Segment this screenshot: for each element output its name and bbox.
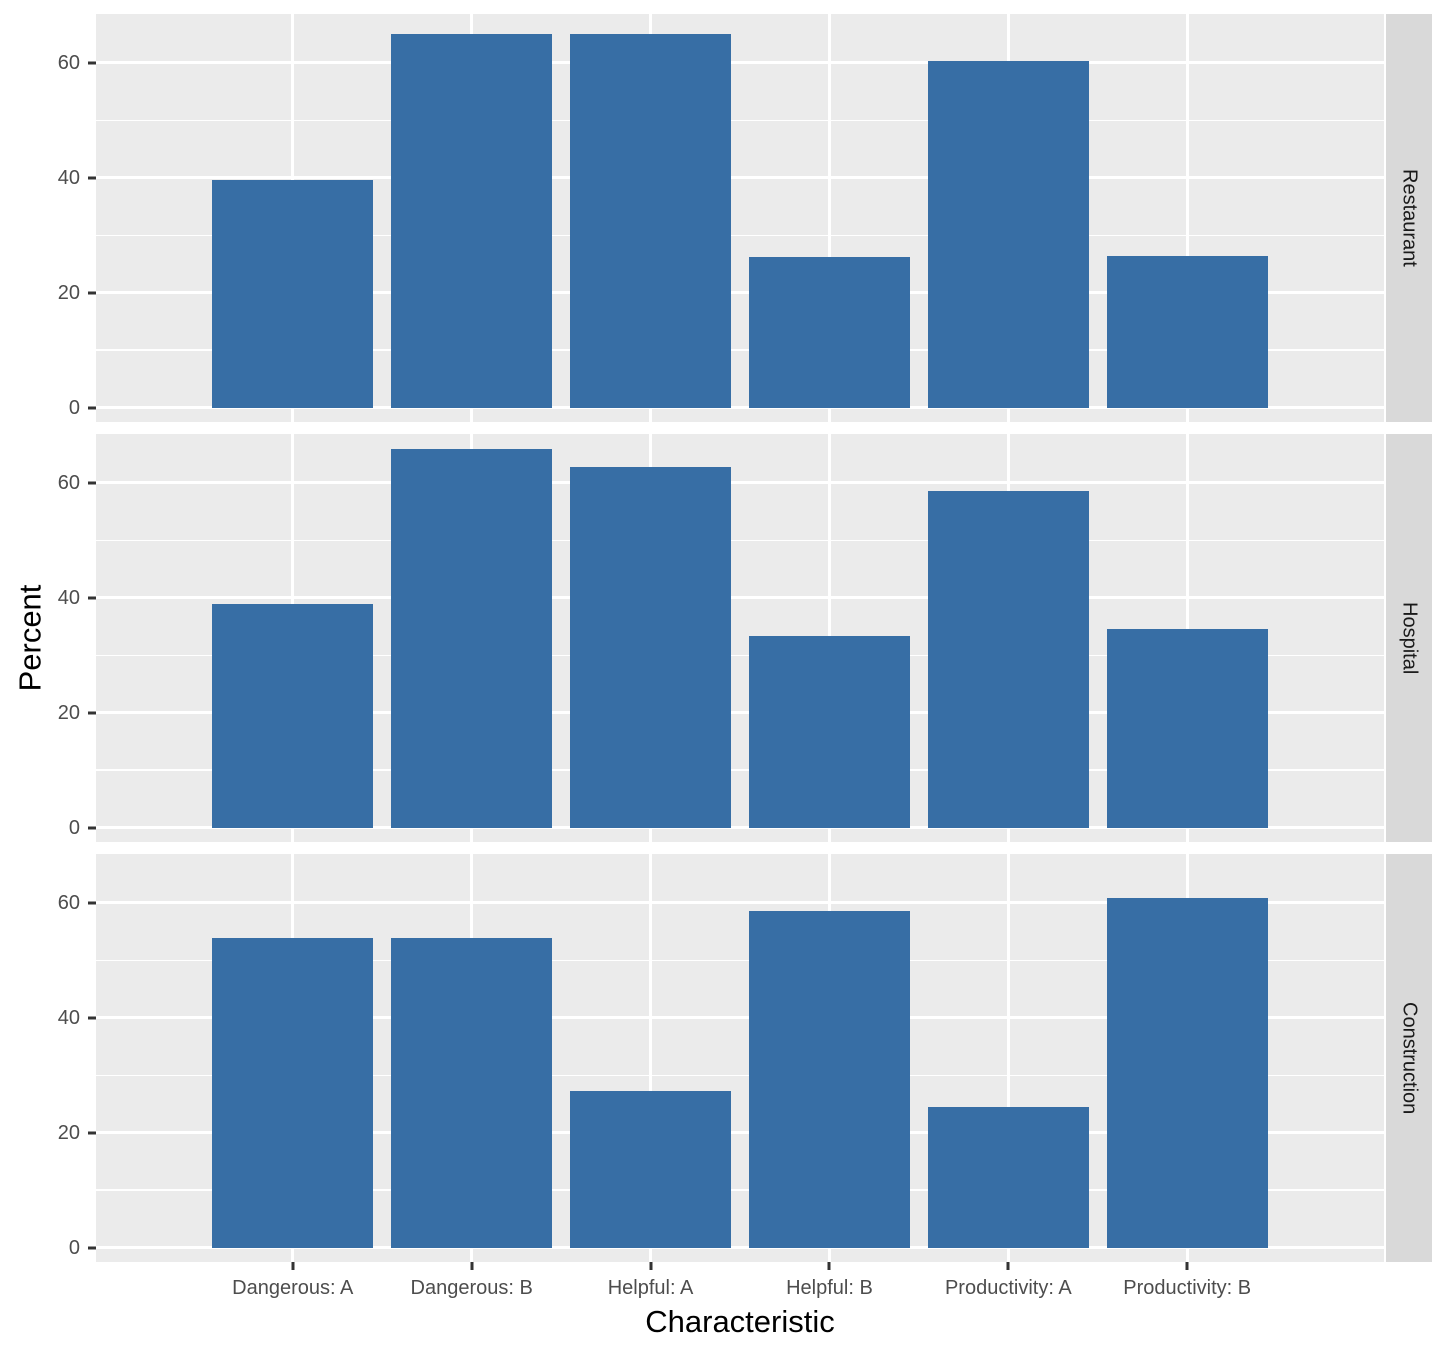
x-tick-mark bbox=[827, 1262, 831, 1270]
facet-strip-label: Restaurant bbox=[1398, 169, 1421, 267]
facet-row-restaurant: 0 20 40 60 Restaurant bbox=[0, 14, 1442, 422]
category-gridline bbox=[1006, 854, 1010, 1262]
x-tick-mark bbox=[1185, 1262, 1189, 1270]
bar-productivity-b bbox=[1106, 897, 1268, 1248]
y-tick-label: 60 bbox=[57, 51, 80, 74]
y-tick-label: 20 bbox=[57, 1121, 80, 1144]
minor-gridline bbox=[96, 1189, 1384, 1191]
y-tick-label: 60 bbox=[57, 471, 80, 494]
major-gridline bbox=[96, 901, 1384, 905]
major-gridline bbox=[96, 1016, 1384, 1020]
bar-helpful-a bbox=[570, 1091, 732, 1248]
plot-panel bbox=[96, 14, 1384, 422]
bar-helpful-b bbox=[748, 635, 910, 828]
minor-gridline bbox=[96, 234, 1384, 236]
major-gridline bbox=[96, 1131, 1384, 1135]
y-tick-label: 0 bbox=[68, 1236, 80, 1259]
y-tick-label: 40 bbox=[57, 1006, 80, 1029]
major-gridline bbox=[96, 596, 1384, 600]
y-tick-label: 0 bbox=[68, 396, 80, 419]
y-tick-mark bbox=[88, 176, 96, 180]
minor-gridline bbox=[96, 1074, 1384, 1076]
category-gridline bbox=[1185, 14, 1189, 422]
major-gridline bbox=[96, 1246, 1384, 1250]
y-tick-mark bbox=[88, 901, 96, 905]
bar-productivity-a bbox=[927, 60, 1089, 408]
x-tick-label: Helpful: A bbox=[607, 1277, 694, 1299]
x-tick-label: Helpful: B bbox=[786, 1277, 873, 1299]
y-tick-mark bbox=[88, 406, 96, 410]
bar-helpful-a bbox=[570, 34, 732, 408]
y-tick-label: 40 bbox=[57, 166, 80, 189]
bar-productivity-b bbox=[1106, 628, 1268, 828]
facet-row-hospital: 0 20 40 60 Hospital bbox=[0, 434, 1442, 842]
facet-row-construction: 0 20 40 60 Construction bbox=[0, 854, 1442, 1262]
minor-gridline bbox=[96, 119, 1384, 122]
major-gridline bbox=[96, 826, 1384, 830]
y-tick-mark bbox=[88, 1246, 96, 1250]
facet-strip-label: Hospital bbox=[1398, 601, 1421, 675]
bar-dangerous-b bbox=[391, 34, 553, 408]
bar-productivity-b bbox=[1106, 255, 1268, 408]
x-tick-label: Productivity: B bbox=[1123, 1277, 1252, 1299]
x-axis-title: Characteristic bbox=[645, 1304, 835, 1339]
minor-gridline bbox=[96, 654, 1384, 656]
major-gridline bbox=[96, 406, 1384, 410]
minor-gridline bbox=[96, 769, 1384, 771]
y-tick-mark bbox=[88, 1016, 96, 1020]
y-tick-mark bbox=[88, 481, 96, 485]
plot-panel bbox=[96, 854, 1384, 1262]
plot-panel bbox=[96, 434, 1384, 842]
y-tick-mark bbox=[88, 711, 96, 715]
bar-productivity-a bbox=[927, 491, 1089, 828]
bar-dangerous-a bbox=[212, 603, 374, 828]
x-tick-label: Productivity: A bbox=[944, 1277, 1072, 1299]
y-tick-mark bbox=[88, 596, 96, 600]
bar-dangerous-b bbox=[391, 937, 553, 1248]
category-gridline bbox=[649, 854, 653, 1262]
minor-gridline bbox=[96, 539, 1384, 542]
y-tick-mark bbox=[88, 1131, 96, 1135]
y-tick-label: 20 bbox=[57, 701, 80, 724]
x-tick-mark bbox=[649, 1262, 653, 1270]
x-tick-label: Dangerous: A bbox=[232, 1277, 354, 1299]
y-tick-label: 40 bbox=[57, 586, 80, 609]
bar-helpful-a bbox=[570, 466, 732, 828]
bar-dangerous-a bbox=[212, 937, 374, 1248]
bar-helpful-b bbox=[748, 910, 910, 1248]
y-tick-mark bbox=[88, 291, 96, 295]
y-tick-label: 20 bbox=[57, 281, 80, 304]
x-tick-mark bbox=[291, 1262, 295, 1270]
major-gridline bbox=[96, 481, 1384, 485]
facet-strip: Hospital bbox=[1386, 434, 1432, 842]
minor-gridline bbox=[96, 959, 1384, 962]
y-tick-mark bbox=[88, 826, 96, 830]
y-tick-mark bbox=[88, 61, 96, 65]
x-tick-mark bbox=[470, 1262, 474, 1270]
bar-dangerous-b bbox=[391, 448, 553, 828]
major-gridline bbox=[96, 291, 1384, 295]
bar-helpful-b bbox=[748, 256, 910, 408]
facet-strip-label: Construction bbox=[1398, 1001, 1421, 1115]
category-gridline bbox=[827, 14, 831, 422]
bar-productivity-a bbox=[927, 1107, 1089, 1248]
minor-gridline bbox=[96, 349, 1384, 351]
facet-strip: Construction bbox=[1386, 854, 1432, 1262]
facet-strip: Restaurant bbox=[1386, 14, 1432, 422]
major-gridline bbox=[96, 61, 1384, 65]
x-tick-mark bbox=[1006, 1262, 1010, 1270]
y-tick-label: 0 bbox=[68, 816, 80, 839]
major-gridline bbox=[96, 711, 1384, 715]
y-tick-label: 60 bbox=[57, 891, 80, 914]
bar-dangerous-a bbox=[212, 180, 374, 408]
major-gridline bbox=[96, 176, 1384, 180]
x-tick-label: Dangerous: B bbox=[410, 1277, 533, 1299]
